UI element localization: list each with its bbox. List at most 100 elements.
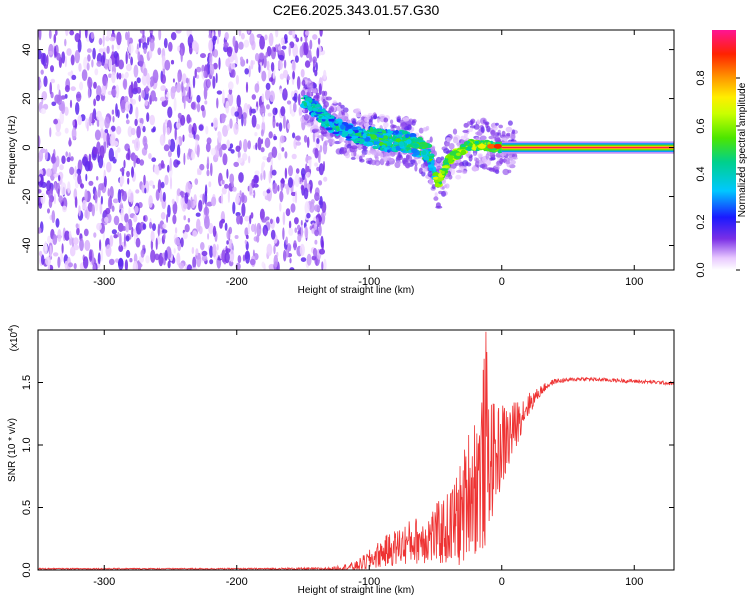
- heatmap-cell: [41, 254, 45, 265]
- heatmap-cell: [144, 99, 149, 107]
- heatmap-cell: [100, 195, 103, 205]
- heatmap-cell: [175, 82, 182, 93]
- heatmap-cell: [328, 106, 335, 113]
- heatmap-cell: [497, 132, 501, 136]
- heatmap-cell: [398, 141, 405, 147]
- heatmap-cell: [266, 243, 273, 256]
- heatmap-cell: [447, 155, 454, 160]
- heatmap-cell: [273, 254, 279, 268]
- heatmap-cell: [314, 162, 319, 167]
- heatmap-cell: [50, 65, 54, 73]
- heatmap-cell: [234, 111, 239, 117]
- heatmap-cell: [60, 100, 66, 115]
- heatmap-cell: [174, 127, 177, 141]
- heatmap-cell: [463, 141, 468, 146]
- heatmap-cell: [271, 169, 277, 176]
- heatmap-cell: [265, 216, 270, 221]
- heatmap-cell: [490, 129, 496, 137]
- heatmap-cell: [441, 190, 446, 197]
- heatmap-cell: [255, 106, 258, 113]
- heatmap-cell: [138, 94, 141, 102]
- heatmap-cell: [222, 89, 225, 104]
- heatmap-cell: [162, 191, 166, 202]
- heatmap-cell: [351, 145, 358, 150]
- heatmap-cell: [209, 259, 214, 265]
- heatmap-cell: [96, 176, 99, 181]
- heatmap-cell: [206, 137, 212, 145]
- heatmap-cell: [251, 94, 256, 100]
- heatmap-cell: [120, 208, 125, 222]
- heatmap-cell: [107, 90, 113, 96]
- heatmap-cell: [434, 192, 438, 197]
- heatmap-cell: [489, 157, 496, 161]
- heatmap-cell: [164, 59, 171, 71]
- heatmap-cell: [96, 52, 103, 64]
- heatmap-cell: [40, 69, 44, 75]
- heatmap-cell: [73, 237, 79, 246]
- heatmap-cell: [485, 122, 489, 129]
- heatmap-cell: [196, 144, 200, 158]
- heatmap-cell: [133, 80, 138, 93]
- heatmap-cell: [194, 178, 199, 186]
- heatmap-cell: [484, 147, 488, 151]
- heatmap-cell: [210, 162, 213, 177]
- heatmap-cell: [150, 230, 155, 242]
- heatmap-cell: [180, 237, 184, 248]
- heatmap-cell: [64, 106, 69, 116]
- heatmap-cell: [203, 70, 207, 78]
- heatmap-cell: [318, 163, 324, 176]
- snr-scale-label: (x104): [8, 325, 20, 352]
- heatmap-cell: [90, 31, 95, 40]
- heatmap-cell: [307, 86, 312, 94]
- heatmap-cell: [40, 108, 47, 115]
- heatmap-cell: [57, 83, 60, 91]
- heatmap-cell: [125, 249, 131, 258]
- heatmap-cell: [146, 112, 150, 123]
- heatmap-cell: [243, 138, 248, 153]
- heatmap-cell: [191, 40, 198, 52]
- heatmap-cell: [99, 116, 105, 129]
- heatmap-cell: [112, 30, 115, 35]
- heatmap-cell: [303, 41, 309, 56]
- heatmap-cell: [340, 137, 345, 143]
- heatmap-cell: [326, 116, 334, 119]
- heatmap-cell: [394, 129, 399, 135]
- heatmap-cell: [498, 124, 504, 129]
- heatmap-cell: [224, 31, 229, 41]
- heatmap-cell: [81, 156, 88, 167]
- heatmap-cell: [292, 60, 296, 72]
- heatmap-cell: [61, 243, 64, 254]
- heatmap-cell: [277, 46, 282, 51]
- heatmap-cell: [325, 96, 332, 101]
- heatmap-cell: [300, 224, 304, 238]
- heatmap-cell: [77, 39, 82, 53]
- heatmap-cell: [143, 67, 148, 77]
- heatmap-cell: [268, 32, 274, 47]
- heatmap-cell: [58, 195, 63, 203]
- heatmap-cell: [196, 102, 201, 113]
- heatmap-cell: [317, 135, 324, 139]
- heatmap-cell: [383, 140, 389, 144]
- heatmap-cell: [277, 152, 282, 161]
- heatmap-cell: [184, 224, 190, 233]
- heatmap-cell: [100, 247, 104, 262]
- heatmap-cell: [293, 102, 297, 113]
- svg-text:(x104): (x104): [8, 325, 20, 352]
- heatmap-cell: [125, 119, 130, 125]
- heatmap-cell: [116, 72, 119, 80]
- spectrogram-frame: [37, 29, 675, 271]
- heatmap-cell: [46, 54, 49, 67]
- heatmap-cell: [182, 232, 188, 240]
- heatmap-cell: [170, 59, 175, 65]
- heatmap-cell: [164, 249, 168, 261]
- heatmap-cell: [381, 129, 387, 135]
- heatmap-cell: [121, 73, 124, 79]
- heatmap-cell: [247, 222, 251, 234]
- heatmap-cell: [259, 208, 265, 221]
- heatmap-cell: [191, 267, 198, 270]
- heatmap-cell: [242, 152, 248, 162]
- heatmap-cell: [208, 181, 212, 188]
- heatmap-cell: [429, 136, 433, 143]
- heatmap-cell: [248, 65, 251, 78]
- heatmap-cell: [240, 32, 245, 40]
